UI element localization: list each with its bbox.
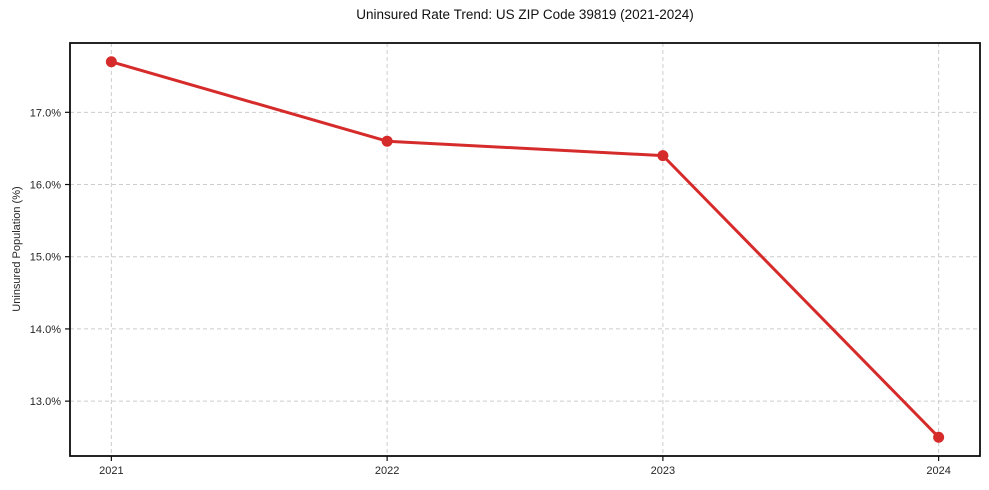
x-tick-label: 2021: [99, 465, 123, 477]
data-point: [657, 150, 669, 162]
x-tick-label: 2023: [651, 465, 675, 477]
trend-line: [109, 60, 941, 439]
y-tick-label: 13.0%: [30, 396, 61, 408]
x-tick-label: 2022: [375, 465, 399, 477]
y-tick-label: 14.0%: [30, 324, 61, 336]
plot-border: [69, 42, 981, 457]
data-point: [105, 56, 117, 68]
data-point: [381, 135, 393, 147]
y-tick-label: 15.0%: [30, 252, 61, 264]
chart-title: Uninsured Rate Trend: US ZIP Code 39819 …: [356, 7, 694, 22]
x-tick-label: 2024: [926, 465, 950, 477]
y-tick-label: 16.0%: [30, 180, 61, 192]
y-tick-label: 17.0%: [30, 107, 61, 119]
data-point: [933, 431, 945, 443]
